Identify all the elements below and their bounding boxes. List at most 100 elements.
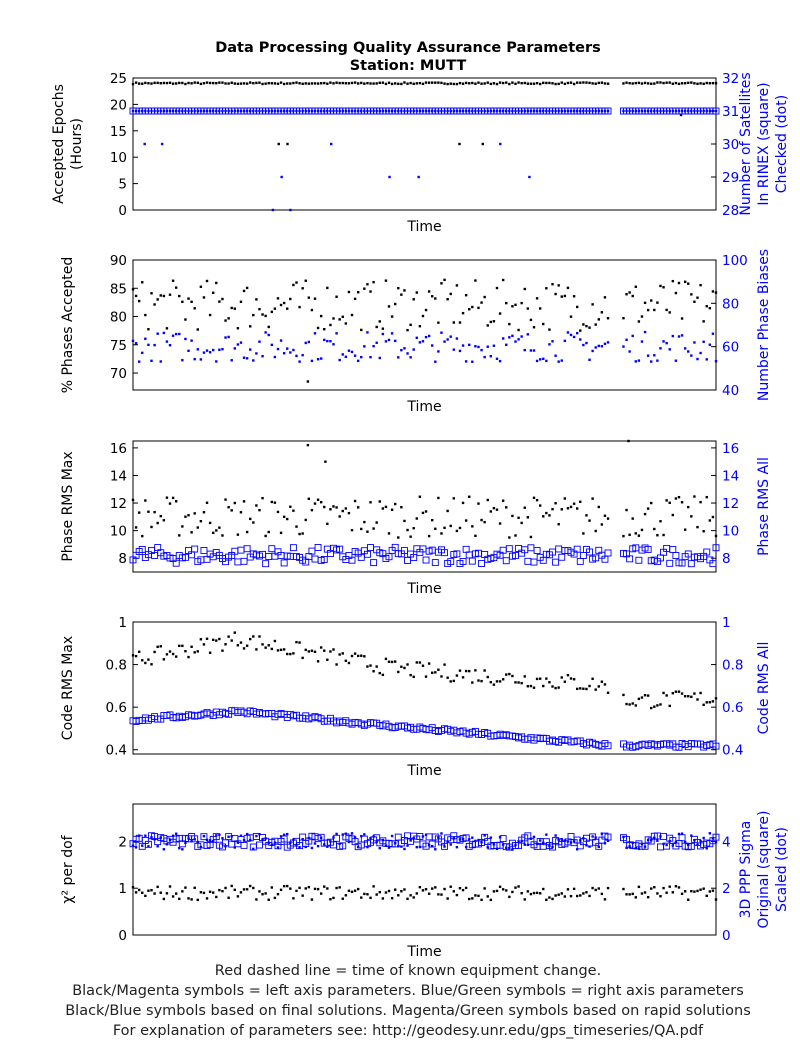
data-dot	[400, 890, 403, 893]
data-dot	[677, 832, 681, 836]
data-square	[530, 558, 538, 566]
data-dot	[332, 82, 335, 85]
data-dot	[273, 109, 277, 113]
left-tick-label: 5	[118, 177, 127, 193]
data-dot	[418, 495, 422, 498]
data-dot	[511, 514, 514, 518]
data-dot	[390, 109, 394, 113]
data-dot	[298, 845, 301, 849]
data-dot	[307, 82, 311, 85]
data-square	[468, 557, 476, 565]
data-dot	[690, 81, 693, 84]
data-dot	[252, 847, 255, 851]
data-dot	[144, 337, 147, 340]
data-dot	[446, 297, 449, 301]
data-dot	[381, 109, 385, 113]
data-dot	[427, 843, 431, 847]
data-dot	[242, 82, 246, 85]
data-dot	[523, 287, 526, 291]
data-dot	[702, 530, 705, 533]
data-dot	[252, 521, 255, 524]
data-dot	[631, 294, 634, 298]
data-dot	[714, 898, 718, 901]
data-dot	[538, 504, 542, 507]
data-dot	[319, 357, 323, 360]
data-dot	[696, 82, 699, 85]
data-dot	[273, 501, 277, 504]
data-dot	[347, 661, 351, 665]
data-square	[191, 835, 199, 843]
data-dot	[486, 81, 489, 84]
data-dot	[193, 109, 196, 113]
data-dot	[538, 839, 542, 842]
data-dot	[156, 109, 159, 113]
data-dot	[656, 839, 659, 842]
data-dot	[585, 687, 588, 691]
footnote-2: Black/Magenta symbols = left axis parame…	[72, 983, 744, 999]
data-dot	[417, 175, 420, 179]
data-dot	[505, 301, 508, 305]
data-dot	[653, 354, 656, 357]
data-dot	[631, 82, 634, 85]
data-dot	[187, 297, 190, 300]
data-dot	[369, 664, 372, 667]
data-dot	[273, 307, 277, 310]
data-dot	[239, 341, 243, 344]
data-dot	[591, 677, 594, 680]
data-dot	[461, 837, 465, 841]
data-dot	[227, 635, 230, 638]
data-dot	[579, 894, 582, 897]
data-dot	[218, 833, 221, 836]
data-dot	[520, 681, 523, 685]
data-dot	[659, 520, 662, 523]
data-dot	[481, 142, 484, 146]
data-dot	[458, 886, 462, 890]
data-dot	[313, 502, 317, 505]
data-dot	[674, 885, 678, 888]
data-dot	[588, 845, 591, 848]
data-dot	[255, 898, 258, 901]
data-dot	[360, 654, 363, 657]
data-dot	[708, 701, 712, 704]
data-dot	[455, 284, 459, 287]
data-dot	[579, 338, 582, 341]
data-dot	[276, 846, 280, 849]
data-dot	[665, 499, 668, 502]
data-dot	[711, 109, 715, 113]
data-dot	[650, 501, 653, 505]
data-dot	[378, 81, 381, 85]
data-dot	[674, 359, 678, 362]
left-tick-label: 0	[118, 928, 127, 944]
data-dot	[643, 512, 647, 516]
data-dot	[412, 836, 415, 840]
data-dot	[215, 81, 218, 85]
data-dot	[280, 175, 283, 179]
data-dot	[141, 891, 144, 894]
data-dot	[221, 109, 224, 113]
data-dot	[341, 833, 344, 836]
data-dot	[687, 695, 690, 698]
data-dot	[159, 360, 162, 363]
data-dot	[714, 109, 718, 113]
right-axis-label: Number of Satellites	[738, 72, 754, 215]
data-dot	[708, 306, 712, 310]
data-dot	[566, 331, 570, 334]
data-dot	[347, 109, 351, 113]
data-dot	[378, 671, 381, 675]
data-dot	[174, 332, 178, 336]
data-dot	[307, 340, 311, 344]
series-2	[129, 832, 720, 851]
data-dot	[276, 297, 280, 300]
data-dot	[261, 496, 264, 500]
data-dot	[511, 674, 514, 678]
data-dot	[594, 688, 597, 691]
data-dot	[363, 287, 366, 290]
data-dot	[233, 631, 236, 634]
data-dot	[696, 525, 699, 529]
right-axis-label: Original (square)	[756, 811, 772, 929]
data-dot	[350, 313, 354, 317]
data-dot	[171, 334, 175, 337]
data-square	[644, 545, 652, 553]
data-dot	[588, 519, 591, 522]
data-square	[669, 546, 677, 553]
